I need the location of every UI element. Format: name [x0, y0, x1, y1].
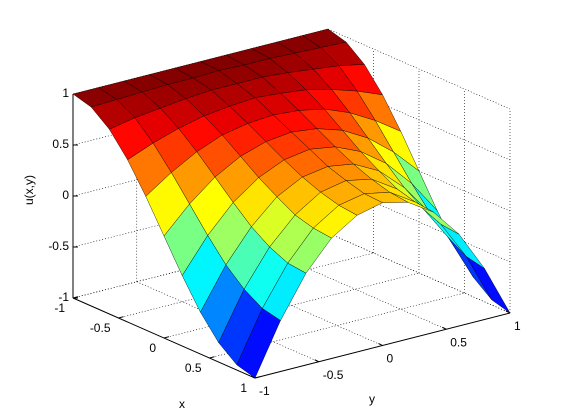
x-tick-label: 1 [240, 381, 247, 395]
x-axis-label: x [179, 397, 185, 411]
grid-line [327, 232, 511, 314]
grid-line [327, 28, 511, 110]
y-axis-label: y [369, 392, 375, 406]
x-tick [118, 316, 124, 319]
grid-line [163, 272, 420, 339]
y-tick [378, 343, 383, 346]
y-tick-label: -0.5 [323, 368, 344, 382]
y-tick-label: 1 [514, 319, 521, 333]
z-axis-label: u(x,y) [22, 175, 36, 205]
z-tick-label: 0 [62, 188, 69, 202]
z-tick-label: 0.5 [52, 137, 69, 151]
x-tick-label: 0.5 [185, 361, 202, 375]
y-tick-label: 0 [387, 352, 394, 366]
x-tick [72, 296, 79, 299]
surface-face [236, 308, 281, 379]
y-tick [442, 326, 447, 330]
x-tick [163, 336, 170, 339]
x-tick [209, 356, 215, 359]
y-tick-label: -1 [259, 384, 270, 398]
x-tick [254, 376, 261, 379]
z-tick-label: -0.5 [48, 239, 69, 253]
z-tick-label: 1 [62, 86, 69, 100]
x-tick-label: -0.5 [90, 321, 111, 335]
y-tick-label: 0.5 [450, 335, 467, 349]
z-tick-label: -1 [58, 290, 69, 304]
grid-line [209, 292, 465, 359]
x-tick-label: -1 [54, 301, 65, 315]
y-tick [314, 359, 319, 363]
x-tick-label: 0 [149, 341, 156, 355]
grid-line [118, 252, 374, 319]
